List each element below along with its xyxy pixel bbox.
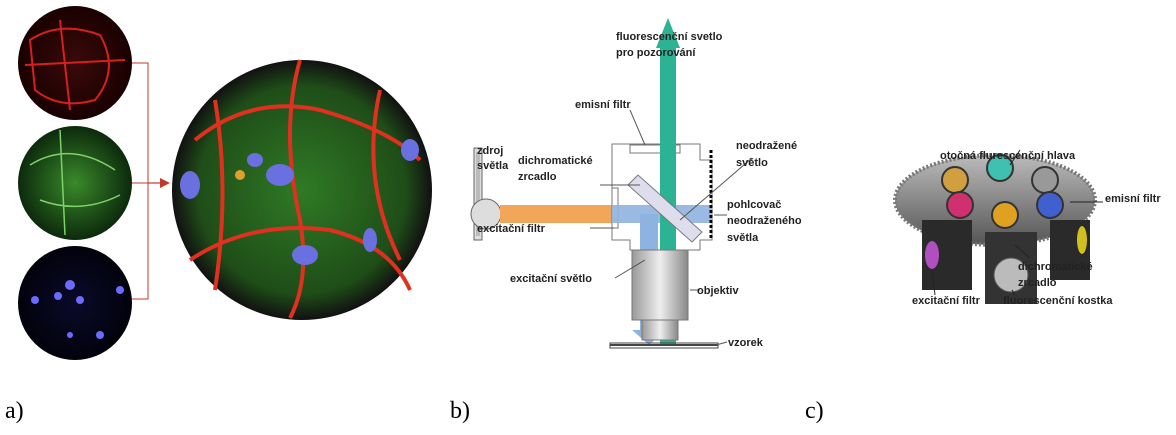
label: světla xyxy=(477,160,509,172)
label: excitační světlo xyxy=(510,273,592,285)
label: dichromatické xyxy=(1018,261,1093,273)
panel-label: b) xyxy=(450,398,470,424)
label: pro pozorování xyxy=(616,47,696,59)
label: fluorescenční kostka xyxy=(1003,295,1113,307)
label: excitační filtr xyxy=(912,295,981,307)
panel-a: a) xyxy=(5,6,432,424)
figure: a) fluorescenční svetlo pro pozorování e… xyxy=(0,0,1176,435)
label: pohlcovač xyxy=(727,199,781,211)
label: otočná flurescenční hlava xyxy=(940,150,1076,162)
label: světlo xyxy=(736,157,768,169)
panel-c: otočná flurescenční hlava emisní filtr d… xyxy=(805,150,1161,424)
panel-b: fluorescenční svetlo pro pozorování emis… xyxy=(450,18,802,424)
label: emisní filtr xyxy=(1105,193,1161,205)
label: zrcadlo xyxy=(1018,277,1057,289)
panel-label: a) xyxy=(5,398,24,424)
label: zrcadlo xyxy=(518,171,557,183)
label: světla xyxy=(727,232,759,244)
label: dichromatické xyxy=(518,155,593,167)
label: excitační filtr xyxy=(477,223,546,235)
label: emisní filtr xyxy=(575,99,631,111)
label: zdroj xyxy=(477,145,503,157)
label: neodražené xyxy=(736,140,797,152)
label: objektiv xyxy=(697,285,739,297)
label: vzorek xyxy=(728,337,764,349)
panel-label: c) xyxy=(805,398,824,424)
label: fluorescenční svetlo xyxy=(616,31,723,43)
label: neodraženého xyxy=(727,215,802,227)
